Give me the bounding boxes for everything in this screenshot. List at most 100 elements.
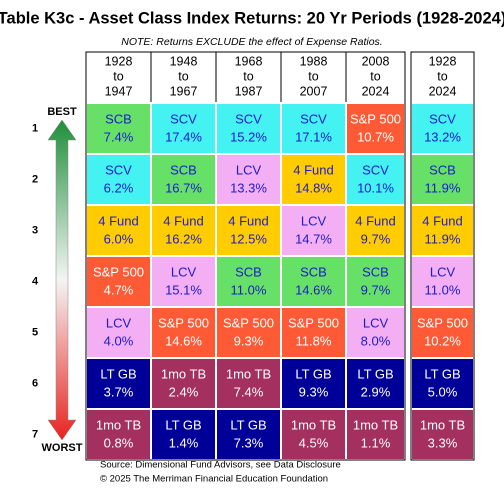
cell	[85, 306, 152, 359]
period-label: to	[437, 69, 447, 83]
source-line: © 2025 The Merriman Financial Education …	[100, 474, 328, 485]
period-label: to	[113, 69, 123, 83]
asset-return: 3.7%	[104, 384, 134, 399]
asset-name: 4 Fund	[163, 213, 203, 228]
asset-name: SCV	[235, 111, 262, 126]
asset-return: 1.1%	[361, 435, 391, 450]
asset-name: LCV	[106, 315, 132, 330]
asset-name: 1mo TB	[96, 417, 141, 432]
period-label: 1928	[105, 54, 133, 68]
period-label: 1948	[170, 54, 198, 68]
asset-return: 14.6%	[165, 333, 202, 348]
asset-name: SCB	[429, 162, 456, 177]
asset-name: SCV	[362, 162, 389, 177]
asset-name: SCV	[105, 162, 132, 177]
asset-name: 4 Fund	[293, 162, 333, 177]
asset-return: 12.5%	[230, 231, 267, 246]
rank-number: 1	[32, 122, 38, 134]
asset-name: LCV	[236, 162, 262, 177]
cell	[410, 306, 475, 359]
asset-return: 14.8%	[295, 180, 332, 195]
asset-name: S&P 500	[158, 315, 209, 330]
asset-name: 4 Fund	[355, 213, 395, 228]
rank-number: 4	[32, 275, 39, 287]
cell	[150, 153, 217, 206]
table-border	[85, 51, 406, 461]
cell	[410, 408, 475, 461]
period-label: to	[370, 69, 380, 83]
asset-return: 7.4%	[234, 384, 264, 399]
rank-number: 6	[32, 377, 38, 389]
asset-return: 9.7%	[361, 282, 391, 297]
asset-return: 9.3%	[299, 384, 329, 399]
asset-name: SCV	[170, 111, 197, 126]
asset-return: 7.4%	[104, 129, 134, 144]
title: Table K3c - Asset Class Index Returns: 2…	[0, 9, 504, 27]
asset-name: SCV	[300, 111, 327, 126]
asset-return: 3.3%	[428, 435, 458, 450]
period-label: 1988	[300, 54, 328, 68]
asset-return: 15.2%	[230, 129, 267, 144]
cell	[215, 255, 282, 308]
source-line: Source: Dimensional Fund Advisors, see D…	[100, 460, 341, 471]
asset-name: S&P 500	[417, 315, 468, 330]
cell	[410, 357, 475, 410]
asset-return: 15.1%	[165, 282, 202, 297]
cell	[280, 408, 347, 461]
asset-return: 10.2%	[424, 333, 461, 348]
asset-name: LCV	[301, 213, 327, 228]
asset-return: 7.3%	[234, 435, 264, 450]
column-header	[85, 51, 152, 104]
rank-arrow	[47, 119, 77, 441]
asset-name: LT GB	[424, 366, 460, 381]
period-label: 1967	[170, 84, 198, 98]
asset-name: LCV	[171, 264, 197, 279]
asset-return: 8.0%	[361, 333, 391, 348]
period-label: 1928	[429, 54, 457, 68]
asset-return: 2.9%	[361, 384, 391, 399]
cell	[85, 357, 152, 410]
asset-name: LT GB	[165, 417, 201, 432]
period-label: 1987	[235, 84, 263, 98]
cell	[85, 204, 152, 257]
asset-name: SCB	[170, 162, 197, 177]
cell	[280, 153, 347, 206]
period-label: 2007	[300, 84, 328, 98]
asset-name: SCV	[429, 111, 456, 126]
asset-name: S&P 500	[350, 111, 401, 126]
asset-return: 4.5%	[299, 435, 329, 450]
period-label: 2024	[362, 84, 390, 98]
asset-return: 11.0%	[231, 282, 267, 297]
asset-return: 5.0%	[428, 384, 458, 399]
asset-name: S&P 500	[93, 264, 144, 279]
asset-name: 1mo TB	[291, 417, 336, 432]
asset-return: 6.0%	[104, 231, 134, 246]
asset-name: LT GB	[357, 366, 393, 381]
period-label: to	[243, 69, 253, 83]
period-label: to	[178, 69, 188, 83]
asset-return: 10.7%	[357, 129, 394, 144]
asset-name: SCB	[300, 264, 327, 279]
cell	[215, 408, 282, 461]
asset-name: S&P 500	[223, 315, 274, 330]
asset-return: 13.3%	[230, 180, 267, 195]
asset-return: 14.7%	[295, 231, 332, 246]
asset-return: 9.7%	[361, 231, 391, 246]
period-label: to	[308, 69, 318, 83]
asset-name: SCB	[362, 264, 389, 279]
asset-name: 1mo TB	[353, 417, 398, 432]
asset-return: 11.0%	[425, 282, 461, 297]
cell	[215, 204, 282, 257]
asset-name: 4 Fund	[422, 213, 462, 228]
asset-name: 4 Fund	[98, 213, 138, 228]
worst-label: WORST	[42, 442, 83, 454]
cell	[150, 204, 217, 257]
asset-return: 16.7%	[165, 180, 202, 195]
rank-number: 3	[32, 224, 38, 236]
cell	[345, 204, 406, 257]
column-header	[150, 51, 217, 104]
cell	[410, 102, 475, 155]
asset-return: 17.4%	[165, 129, 202, 144]
note: NOTE: Returns EXCLUDE the effect of Expe…	[121, 36, 382, 48]
